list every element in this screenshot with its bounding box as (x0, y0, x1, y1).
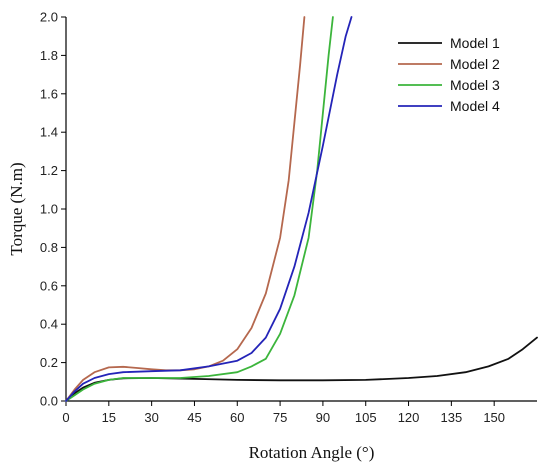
series-line-model-2 (65, 16, 306, 402)
y-tick-label: 1.8 (40, 48, 58, 63)
y-tick-label: 0.0 (40, 394, 58, 409)
y-tick-label: 0.4 (40, 317, 58, 332)
legend-label-model-1: Model 1 (450, 35, 500, 51)
series-line-model-3 (65, 16, 334, 402)
x-axis-title: Rotation Angle (°) (249, 443, 375, 462)
x-tick-label: 135 (441, 410, 463, 425)
y-tick-label: 1.4 (40, 125, 58, 140)
ticks: 0 15 30 45 60 75 90 105 120 135 150 0.0 0.2 0.4 0.6 0.8… (40, 10, 505, 426)
y-tick-label: 1.6 (40, 86, 58, 101)
y-tick-label: 1.2 (40, 163, 58, 178)
y-tick-label: 0.8 (40, 240, 58, 255)
x-tick-label: 105 (355, 410, 377, 425)
legend-label-model-3: Model 3 (450, 77, 500, 93)
x-tick-label: 15 (102, 410, 116, 425)
x-tick-label: 75 (273, 410, 287, 425)
legend-label-model-4: Model 4 (450, 98, 500, 114)
x-tick-label: 45 (187, 410, 201, 425)
series-lines (65, 16, 538, 402)
series-line-model-1 (65, 336, 538, 402)
x-tick-label: 120 (398, 410, 420, 425)
x-tick-label: 90 (316, 410, 330, 425)
series-line-model-4 (65, 16, 353, 402)
x-tick-label: 150 (483, 410, 505, 425)
y-tick-label: 1.0 (40, 202, 58, 217)
y-tick-label: 0.6 (40, 278, 58, 293)
legend-label-model-2: Model 2 (450, 56, 500, 72)
axes (65, 17, 537, 402)
y-axis-title: Torque (N.m) (7, 162, 26, 255)
x-tick-label: 0 (62, 410, 69, 425)
legend: Model 1 Model 2 Model 3 Model 4 (398, 35, 500, 114)
y-tick-label: 2.0 (40, 10, 58, 25)
x-tick-label: 30 (144, 410, 158, 425)
x-tick-label: 60 (230, 410, 244, 425)
y-tick-label: 0.2 (40, 355, 58, 370)
